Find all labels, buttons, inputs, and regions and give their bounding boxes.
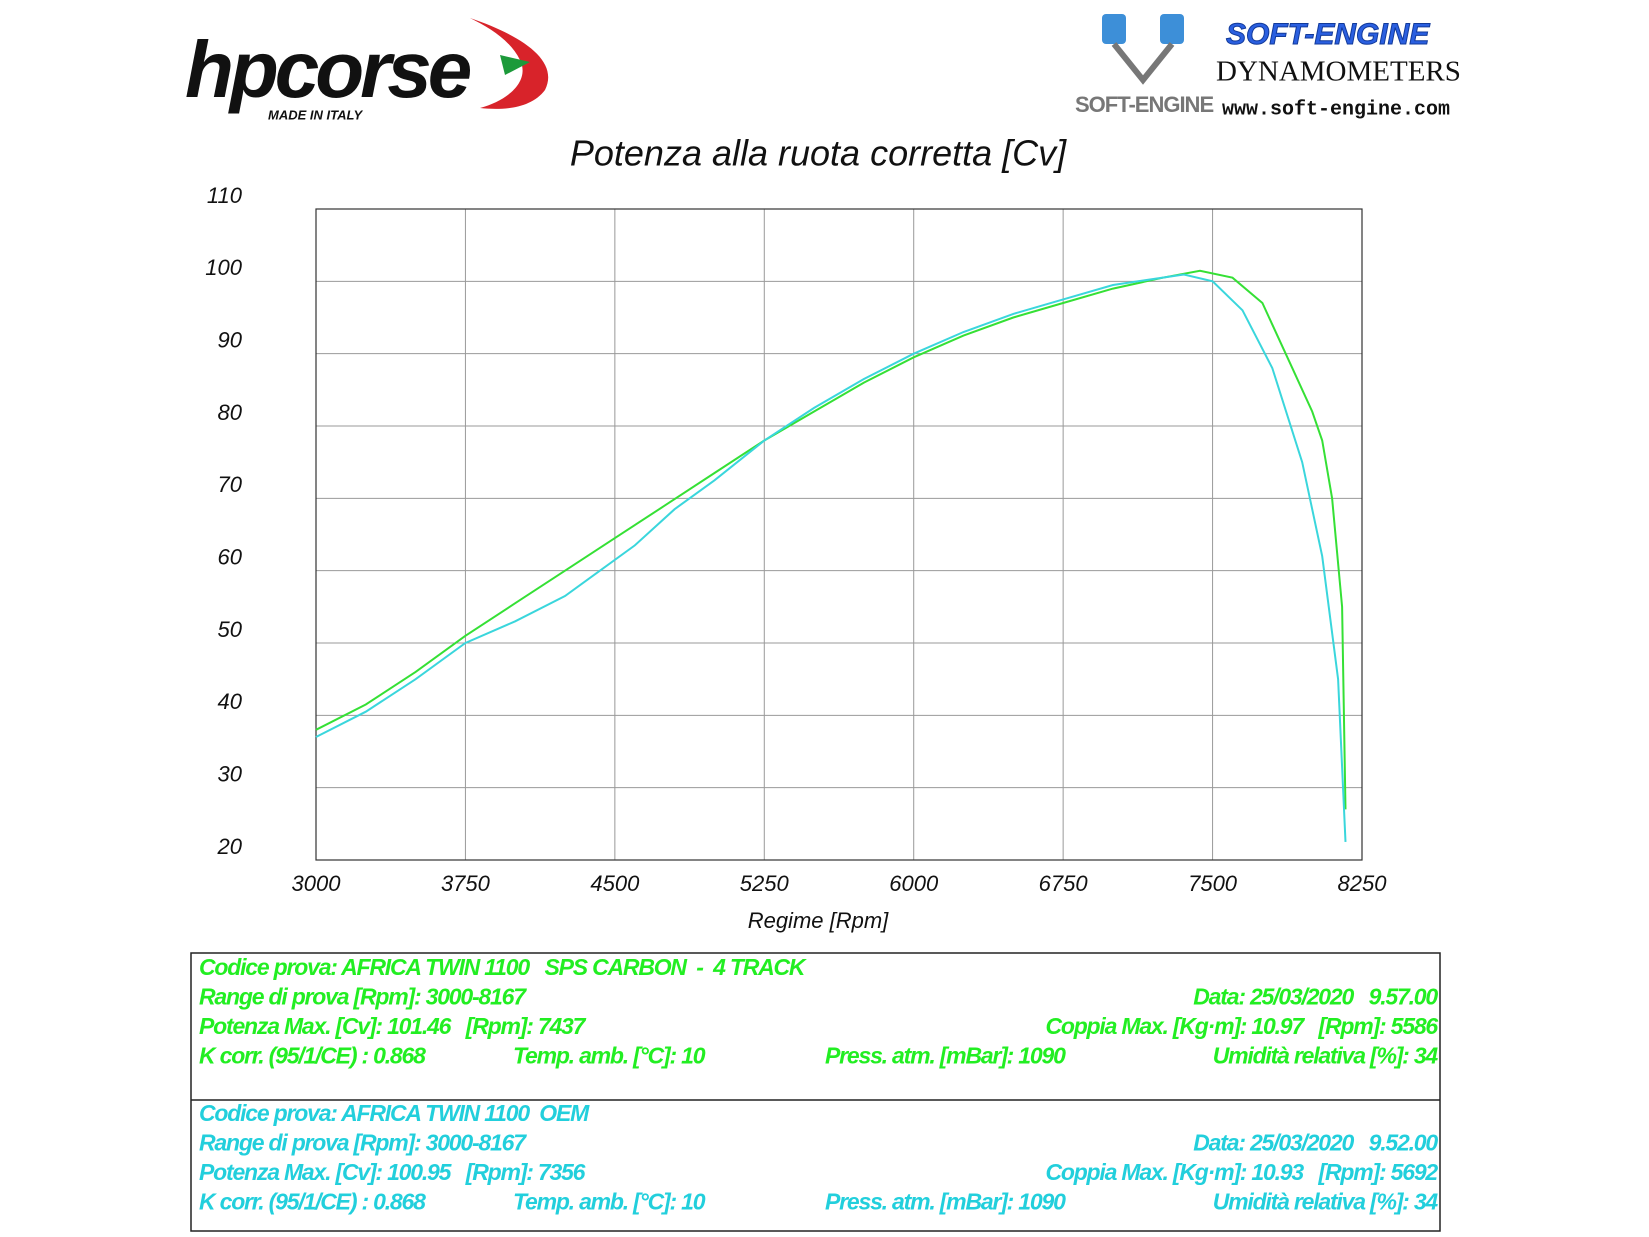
info-box	[190, 952, 1441, 1232]
dyno-site: www.soft-engine.com	[1222, 98, 1450, 121]
test-info: K corr. (95/1/CE) : 0.868	[199, 1043, 426, 1069]
y-tick-label: 100	[205, 255, 242, 280]
brand-logo: hpcorse	[185, 25, 471, 114]
x-tick-label: 6750	[1039, 871, 1089, 896]
x-tick-label: 7500	[1188, 871, 1238, 896]
test-info: Umidità relativa [%]: 34	[1213, 1043, 1439, 1069]
x-tick-label: 5250	[740, 871, 790, 896]
y-tick-label: 40	[218, 689, 243, 714]
test-info: Coppia Max. [Kg·m]: 10.93 [Rpm]: 5692	[1045, 1159, 1438, 1185]
test-info: Range di prova [Rpm]: 3000-8167	[199, 984, 527, 1010]
power-line	[315, 269, 1347, 810]
dyno-logo: SOFT-ENGINE	[1075, 92, 1213, 117]
test-info: Umidità relativa [%]: 34	[1213, 1189, 1439, 1215]
logo-swoosh-red	[470, 18, 549, 109]
x-tick-label: 8250	[1338, 871, 1388, 896]
x-axis-label: Regime [Rpm]	[748, 908, 889, 933]
dyno-kind: DYNAMOMETERS	[1216, 56, 1461, 88]
rod-icon	[1111, 42, 1175, 85]
y-tick-label: 80	[218, 400, 243, 425]
power-line	[315, 273, 1347, 842]
piston-icon	[1160, 14, 1184, 44]
x-tick-label: 3000	[292, 871, 342, 896]
test-info: Temp. amb. [°C]: 10	[513, 1189, 706, 1215]
logo-swoosh-green	[500, 55, 530, 75]
y-tick-label: 90	[218, 327, 243, 352]
brand-note: MADE IN ITALY	[268, 107, 363, 122]
plot-frame	[315, 208, 1363, 861]
chart-title: Potenza alla ruota corretta [Cv]	[570, 133, 1067, 174]
y-tick-label: 20	[217, 834, 243, 859]
test-info: Codice prova: AFRICA TWIN 1100 OEM	[199, 1100, 590, 1126]
test-info: K corr. (95/1/CE) : 0.868	[199, 1189, 426, 1215]
y-tick-label: 50	[218, 617, 243, 642]
x-tick-label: 6000	[889, 871, 939, 896]
dyno-brand: SOFT-ENGINE	[1226, 18, 1430, 51]
test-info: Coppia Max. [Kg·m]: 10.97 [Rpm]: 5586	[1045, 1013, 1438, 1039]
test-info: Data: 25/03/2020 9.52.00	[1193, 1130, 1438, 1156]
test-info: Press. atm. [mBar]: 1090	[825, 1043, 1066, 1069]
y-tick-label: 60	[218, 544, 243, 569]
x-tick-label: 3750	[441, 871, 491, 896]
test-info: Range di prova [Rpm]: 3000-8167	[199, 1130, 527, 1156]
y-tick-label: 70	[218, 472, 243, 497]
piston-icon	[1102, 14, 1126, 44]
test-info: Press. atm. [mBar]: 1090	[825, 1189, 1066, 1215]
test-info: Potenza Max. [Cv]: 100.95 [Rpm]: 7356	[199, 1159, 586, 1185]
test-info: Temp. amb. [°C]: 10	[513, 1043, 706, 1069]
test-info: Codice prova: AFRICA TWIN 1100 SPS CARBO…	[199, 954, 807, 980]
y-tick-label: 30	[218, 761, 243, 786]
x-tick-label: 4500	[590, 871, 640, 896]
y-tick-label: 110	[207, 183, 243, 208]
test-info: Potenza Max. [Cv]: 101.46 [Rpm]: 7437	[199, 1013, 587, 1039]
test-info: Data: 25/03/2020 9.57.00	[1193, 984, 1438, 1010]
